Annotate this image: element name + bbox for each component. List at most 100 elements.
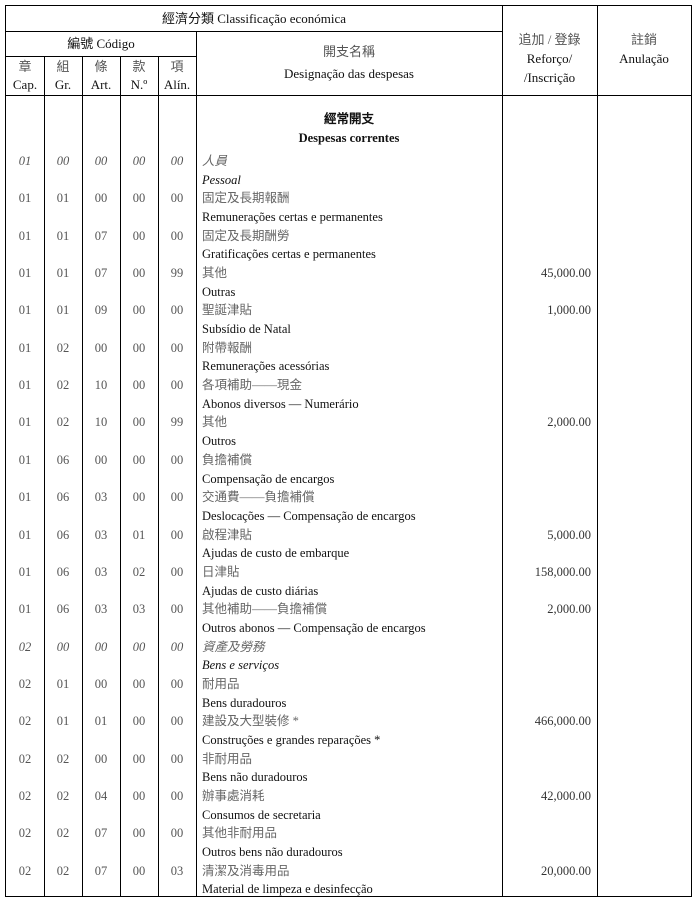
designation-pt: Subsídio de Natal bbox=[202, 322, 291, 337]
code-cell: 01 bbox=[18, 564, 32, 579]
designation-zh: 清潔及消毒用品 bbox=[202, 863, 290, 878]
designation-zh: 啟程津貼 bbox=[202, 527, 253, 542]
code-cell: 00 bbox=[170, 191, 184, 206]
amount-cell: 5,000.00 bbox=[547, 527, 591, 542]
code-cell: 00 bbox=[170, 340, 184, 355]
designation-pt: Ajudas de custo diárias bbox=[202, 583, 319, 598]
divider bbox=[44, 56, 45, 897]
divider bbox=[158, 56, 159, 897]
designation-pt: Bens duradouros bbox=[202, 695, 287, 710]
designation-zh: 建設及大型裝修 * bbox=[202, 714, 299, 729]
code-cell: 00 bbox=[170, 714, 184, 729]
code-cell: 01 bbox=[56, 266, 70, 281]
designation-zh: 交通費——負擔補償 bbox=[202, 490, 315, 505]
code-cell: 01 bbox=[56, 714, 70, 729]
table-row: 02 02 07 00 03 清潔及消毒用品 Material de limpeza e d… bbox=[6, 862, 691, 899]
code-cell: 00 bbox=[94, 452, 108, 467]
code-cell: 06 bbox=[56, 602, 70, 617]
code-cell: 00 bbox=[170, 788, 184, 803]
code-cell: 01 bbox=[56, 303, 70, 318]
designation-pt: Outras bbox=[202, 284, 236, 299]
code-cell: 01 bbox=[18, 452, 32, 467]
designation-cell: 人員 Pessoal bbox=[202, 152, 241, 189]
code-cell: 10 bbox=[94, 378, 108, 393]
designation-zh: 固定及長期酬勞 bbox=[202, 228, 290, 243]
table-row: 01 02 00 00 00 附帶報酬 Remunerações acessórias bbox=[6, 339, 691, 376]
code-cell: 01 bbox=[18, 415, 32, 430]
code-cell: 07 bbox=[94, 228, 108, 243]
col-art-zh: 條 bbox=[94, 59, 108, 74]
designation-cell: 日津貼 Ajudas de custo diárias bbox=[202, 563, 318, 600]
code-cell: 01 bbox=[94, 714, 108, 729]
amount-cell: 466,000.00 bbox=[534, 714, 591, 729]
table-row: 01 01 00 00 00 固定及長期報酬 Remunerações certas e p… bbox=[6, 189, 691, 226]
col-alin-zh: 項 bbox=[170, 59, 184, 74]
code-cell: 06 bbox=[56, 452, 70, 467]
reforco-header-zh: 追加 / 登錄 bbox=[518, 32, 581, 47]
code-cell: 00 bbox=[94, 154, 108, 168]
divider bbox=[196, 31, 197, 897]
code-cell: 01 bbox=[18, 228, 32, 243]
designation-pt: Remunerações certas e permanentes bbox=[202, 210, 383, 225]
section-title: Despesas correntes bbox=[298, 131, 400, 145]
code-cell: 00 bbox=[132, 863, 146, 878]
anulacao-header-zh: 註銷 bbox=[630, 32, 657, 47]
code-cell: 06 bbox=[56, 527, 70, 542]
code-cell: 07 bbox=[94, 826, 108, 841]
table-row: 01 00 00 00 00 人員 Pessoal bbox=[6, 152, 691, 189]
code-cell: 00 bbox=[132, 154, 146, 168]
code-cell: 02 bbox=[18, 714, 32, 729]
table-row: 02 00 00 00 00 資產及勞務 Bens e serviços bbox=[6, 638, 691, 675]
code-cell: 07 bbox=[94, 266, 108, 281]
table-row: 01 06 00 00 00 負擔補償 Compensação de encargos bbox=[6, 451, 691, 488]
amount-cell: 158,000.00 bbox=[534, 564, 591, 579]
code-cell: 02 bbox=[56, 415, 70, 430]
designation-cell: 固定及長期酬勞 Gratificações certas e permanente… bbox=[202, 227, 376, 264]
code-cell: 02 bbox=[18, 751, 32, 766]
code-cell: 01 bbox=[18, 303, 32, 318]
designation-cell: 其他非耐用品 Outros bens não duradouros bbox=[202, 824, 343, 861]
code-cell: 00 bbox=[170, 527, 184, 542]
amount-cell: 2,000.00 bbox=[547, 602, 591, 617]
designation-zh: 負擔補償 bbox=[202, 452, 253, 467]
code-cell: 07 bbox=[94, 863, 108, 878]
designation-zh: 其他 bbox=[202, 266, 228, 281]
table-row: 02 02 07 00 00 其他非耐用品 Outros bens não duradour… bbox=[6, 824, 691, 861]
code-cell: 01 bbox=[18, 191, 32, 206]
table-row: 01 06 03 03 00 其他補助——負擔補償 Outros abonos — Comp… bbox=[6, 600, 691, 637]
code-cell: 00 bbox=[170, 751, 184, 766]
designation-cell: 建設及大型裝修 * Construções e grandes reparaçõe… bbox=[202, 712, 380, 749]
designation-zh: 其他非耐用品 bbox=[202, 826, 278, 841]
code-cell: 01 bbox=[18, 602, 32, 617]
code-cell: 01 bbox=[18, 490, 32, 505]
designation-zh: 非耐用品 bbox=[202, 751, 253, 766]
designation-pt: Outros abonos — Compensação de encargos bbox=[202, 620, 426, 635]
code-cell: 00 bbox=[132, 415, 146, 430]
designation-cell: 資產及勞務 Bens e serviços bbox=[202, 638, 279, 675]
anulacao-header: Anulação bbox=[619, 51, 669, 66]
code-cell: 01 bbox=[18, 154, 32, 168]
table-row: 02 02 00 00 00 非耐用品 Bens não duradouros bbox=[6, 750, 691, 787]
code-cell: 03 bbox=[132, 602, 146, 617]
code-cell: 00 bbox=[132, 452, 146, 467]
code-cell: 09 bbox=[94, 303, 108, 318]
col-no-zh: 款 bbox=[132, 59, 146, 74]
code-cell: 00 bbox=[170, 826, 184, 841]
code-cell: 01 bbox=[18, 266, 32, 281]
designation-header: Designação das despesas bbox=[284, 66, 414, 81]
code-cell: 00 bbox=[170, 676, 184, 691]
table-row: 02 02 04 00 00 辦事處消耗 Consumos de secretaria 42,… bbox=[6, 787, 691, 824]
code-cell: 00 bbox=[132, 303, 146, 318]
code-cell: 00 bbox=[132, 340, 146, 355]
code-cell: 02 bbox=[56, 863, 70, 878]
amount-cell: 42,000.00 bbox=[541, 788, 591, 803]
code-cell: 00 bbox=[132, 228, 146, 243]
code-cell: 01 bbox=[56, 191, 70, 206]
code-cell: 02 bbox=[18, 676, 32, 691]
table-row: 01 06 03 00 00 交通費——負擔補償 Deslocações — Compens… bbox=[6, 488, 691, 525]
designation-pt: Deslocações — Compensação de encargos bbox=[202, 508, 416, 523]
budget-table: 經濟分類 Classificação económica 編號 Código 章… bbox=[5, 5, 692, 897]
designation-cell: 非耐用品 Bens não duradouros bbox=[202, 750, 308, 787]
table-row: 01 06 03 02 00 日津貼 Ajudas de custo diárias 158,… bbox=[6, 563, 691, 600]
divider bbox=[6, 31, 502, 32]
